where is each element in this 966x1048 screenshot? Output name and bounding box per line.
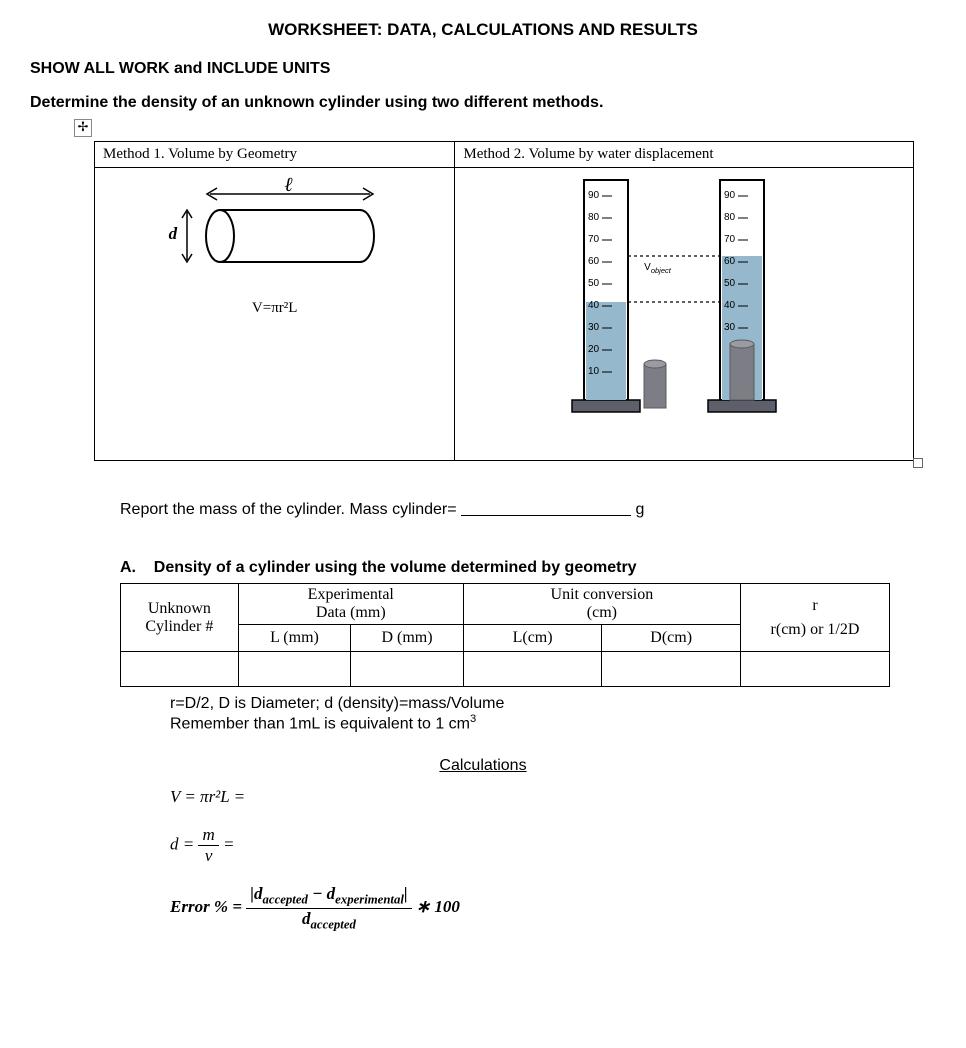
svg-text:50: 50 [724,278,736,289]
resize-handle-icon [913,458,923,468]
mass-line: Report the mass of the cylinder. Mass cy… [120,501,936,519]
svg-text:40: 40 [724,300,736,311]
cell-Dcm[interactable] [602,652,741,687]
method2-header: Method 2. Volume by water displacement [455,142,914,168]
mass-unit: g [636,501,645,518]
col-Lmm: L (mm) [238,625,351,652]
col-conv-2: (cm) [470,604,734,622]
mass-prefix: Report the mass of the cylinder. Mass cy… [120,501,457,518]
col-Dmm: D (mm) [351,625,464,652]
svg-text:20: 20 [588,344,600,355]
v-object-label: Vobject [644,262,671,275]
mass-blank[interactable] [461,515,631,516]
note-2: Remember than 1mL is equivalent to 1 cm3 [170,713,936,733]
svg-text:50: 50 [588,278,600,289]
col-unknown-2: Cylinder # [127,618,232,636]
cell-unknown[interactable] [121,652,239,687]
cell-r[interactable] [740,652,889,687]
svg-text:80: 80 [724,212,736,223]
table-row [121,652,890,687]
method2-cell: 90 80 70 60 50 40 30 20 10 [455,168,914,461]
svg-text:70: 70 [724,234,736,245]
svg-text:80: 80 [588,212,600,223]
svg-text:30: 30 [588,322,600,333]
svg-text:90: 90 [588,190,600,201]
col-r: r r(cm) or 1/2D [740,584,889,652]
cell-Dmm[interactable] [351,652,464,687]
eq-density: d = m v = [170,825,936,866]
col-exp-2: Data (mm) [245,604,457,622]
col-unknown-1: Unknown [127,600,232,618]
data-table: Unknown Cylinder # Experimental Data (mm… [120,583,890,687]
length-label: ℓ [285,174,294,197]
eq-error: Error % = |daccepted − dexperimental| da… [170,884,936,932]
table-anchor-icon: ✢ [74,119,92,137]
section-a-heading: A. Density of a cylinder using the volum… [120,559,936,577]
note-1: r=D/2, D is Diameter; d (density)=mass/V… [170,695,936,713]
svg-text:70: 70 [588,234,600,245]
instruction-line-1: SHOW ALL WORK and INCLUDE UNITS [30,60,936,78]
method1-header: Method 1. Volume by Geometry [95,142,455,168]
svg-text:10: 10 [588,366,600,377]
eq-volume: V = πr²L = [170,787,936,807]
col-exp-1: Experimental [245,586,457,604]
svg-text:40: 40 [588,300,600,311]
svg-text:30: 30 [724,322,736,333]
col-Dcm: D(cm) [602,625,741,652]
worksheet-title: WORKSHEET: DATA, CALCULATIONS AND RESULT… [30,20,936,40]
cell-Lcm[interactable] [463,652,602,687]
calculations-heading: Calculations [30,757,936,775]
col-conv-1: Unit conversion [470,586,734,604]
cylinder-diagram: ℓ d [145,184,405,294]
methods-table: Method 1. Volume by Geometry Method 2. V… [94,141,914,461]
volume-geometry-formula: V=πr²L [105,300,444,317]
cell-Lmm[interactable] [238,652,351,687]
svg-text:60: 60 [588,256,600,267]
method1-cell: ℓ d V=πr²L [95,168,455,461]
diameter-label: d [169,224,178,244]
svg-text:60: 60 [724,256,736,267]
svg-text:90: 90 [724,190,736,201]
displacement-diagram: 90 80 70 60 50 40 30 20 10 [544,174,824,434]
instruction-line-2: Determine the density of an unknown cyli… [30,94,936,112]
col-Lcm: L(cm) [463,625,602,652]
notes-block: r=D/2, D is Diameter; d (density)=mass/V… [170,695,936,733]
